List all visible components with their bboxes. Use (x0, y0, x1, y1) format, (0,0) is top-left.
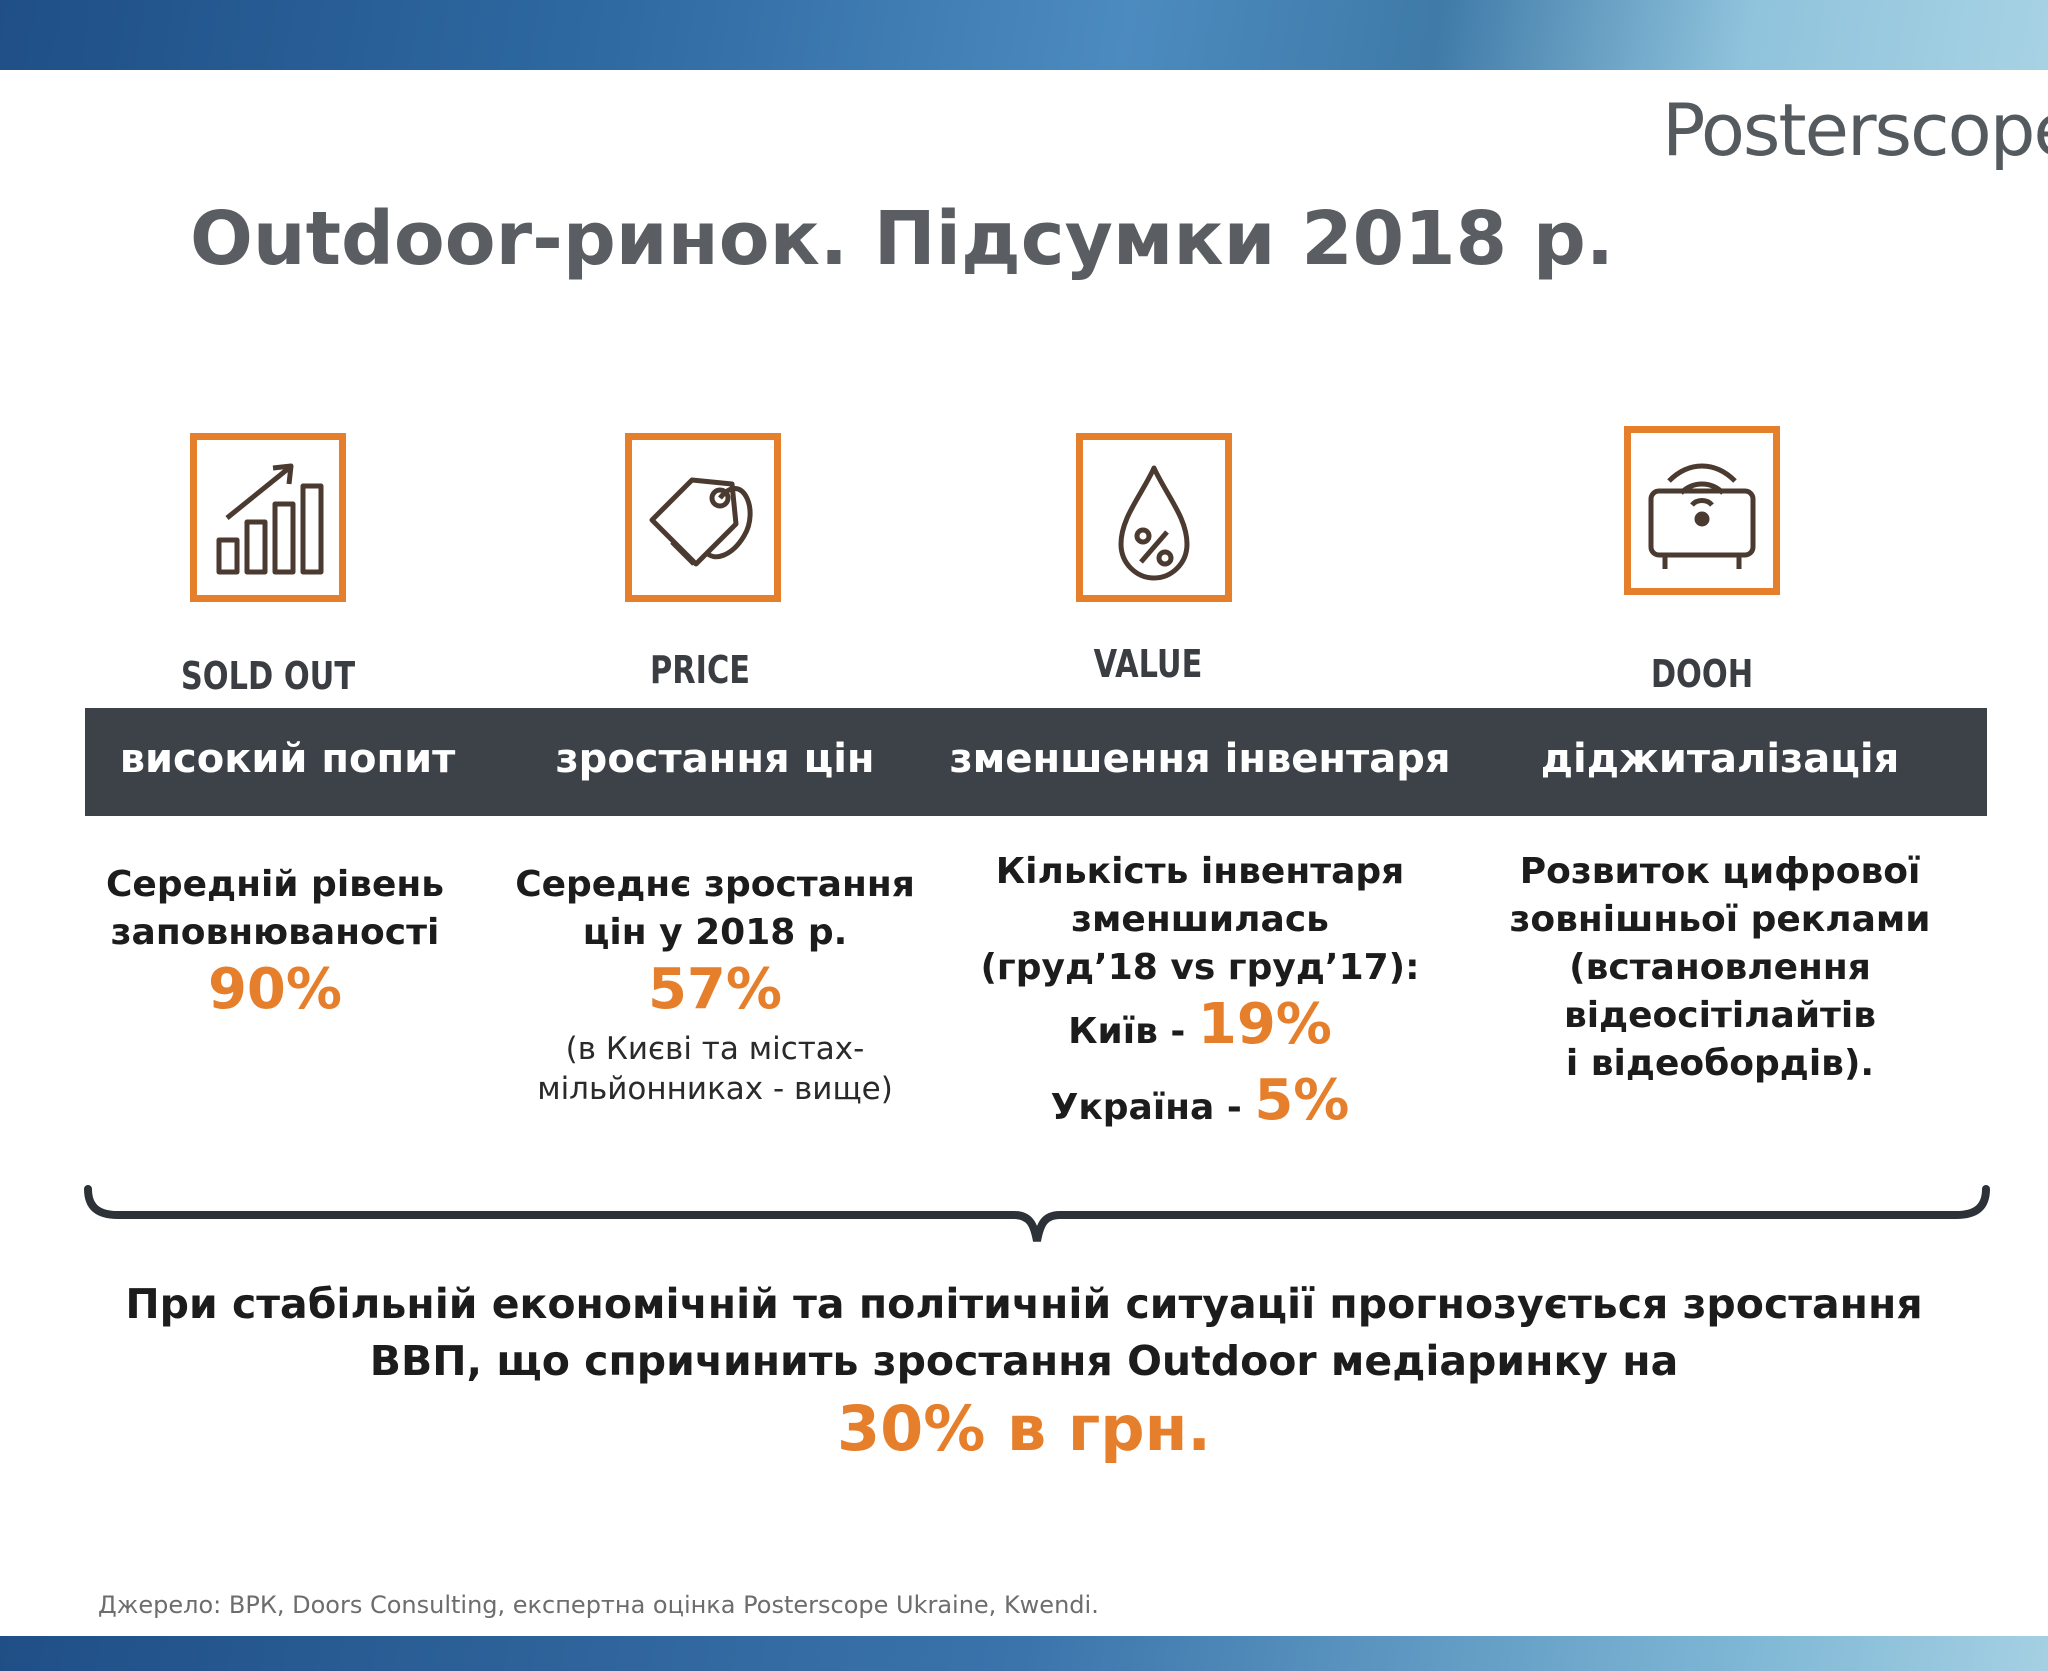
posterscope-logo: Posterscope (1662, 88, 2048, 172)
occupancy-block: Середній рівень заповнюваності 90% (85, 861, 465, 1023)
digital-line-2: зовнішньої реклами (1509, 899, 1931, 940)
inventory-block: Кількість інвентаря зменшилась (груд’18 … (980, 848, 1420, 1143)
icon-caption-value: VALUE (1093, 642, 1203, 686)
digital-line-4: і відеобордів). (1565, 1043, 1875, 1084)
price-growth-line-1: Середнє зростання (515, 864, 915, 905)
price-tag-icon (625, 433, 781, 602)
digital-line-1: Розвиток цифрової (1519, 851, 1921, 892)
price-growth-note-1: (в Києві та містах- (565, 1031, 865, 1067)
bar-label-prices: зростання цін (555, 736, 875, 782)
icon-caption-dooh: DOOH (1650, 652, 1754, 696)
icon-caption-sold-out: SOLD OUT (180, 654, 356, 698)
bar-label-demand: високий попит (119, 736, 456, 782)
conclusion-line-1: При стабільній економічній та політичній… (125, 1280, 1923, 1328)
inventory-line-2: зменшилась (1071, 899, 1329, 940)
digital-line-3: (встановлення відеосітілайтів (1563, 947, 1877, 1036)
inventory-line-3: (груд’18 vs груд’17): (980, 947, 1420, 988)
occupancy-line-2: заповнюваності (110, 912, 440, 953)
inventory-kyiv-row: Київ - 19% (980, 992, 1420, 1068)
ukraine-label: Україна - (1050, 1087, 1255, 1128)
digital-growth-block: Розвиток цифрової зовнішньої реклами (вс… (1420, 848, 2020, 1088)
inventory-ukraine-row: Україна - 5% (980, 1068, 1420, 1143)
kyiv-label: Київ - (1068, 1011, 1198, 1052)
kyiv-value: 19% (1197, 992, 1332, 1057)
conclusion-text: При стабільній економічній та політичній… (100, 1276, 1948, 1390)
digital-screen-wifi-icon (1624, 426, 1780, 595)
rising-bar-chart-icon (190, 433, 346, 602)
conclusion-line-2: ВВП, що спричинить зростання Outdoor мед… (369, 1337, 1679, 1385)
occupancy-line-1: Середній рівень (105, 864, 444, 905)
price-growth-line-2: цін у 2018 р. (582, 912, 848, 953)
inventory-line-1: Кількість інвентаря (995, 851, 1405, 892)
bar-label-digitalization: діджиталізація (1540, 736, 1900, 782)
top-decor-band (0, 0, 2048, 70)
conclusion-highlight: 30% в грн. (837, 1392, 1211, 1465)
percent-drop-icon (1076, 433, 1232, 602)
ukraine-value: 5% (1254, 1068, 1350, 1133)
category-bar (85, 708, 1987, 816)
price-growth-block: Середнє зростання цін у 2018 р. 57% (в К… (505, 861, 925, 1109)
price-growth-note-2: мільйонниках - вище) (537, 1071, 893, 1107)
source-note: Джерело: ВРК, Doors Consulting, експертн… (98, 1591, 1099, 1619)
occupancy-value: 90% (207, 957, 343, 1022)
bar-label-inventory: зменшення інвентаря (949, 736, 1451, 782)
bottom-decor-band (0, 1636, 2048, 1671)
icon-caption-price: PRICE (649, 648, 751, 692)
page-title: Outdoor-ринок. Підсумки 2018 р. (190, 196, 1614, 282)
summary-brace (84, 1185, 1990, 1242)
price-growth-value: 57% (647, 957, 783, 1022)
